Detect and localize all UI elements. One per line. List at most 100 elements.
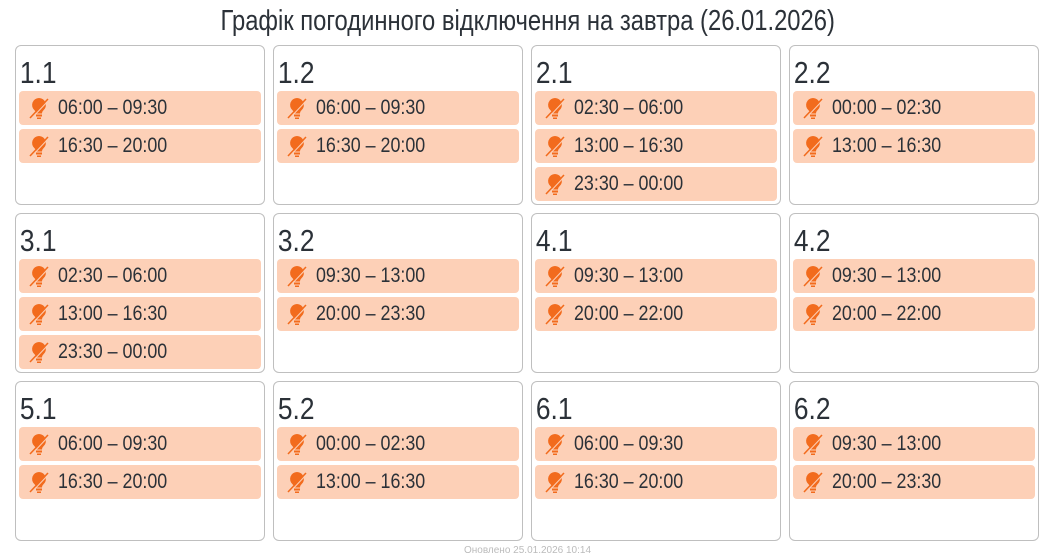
outage-slot: 20:00 – 22:00 [793,297,1035,331]
outage-slot: 23:30 – 00:00 [19,335,261,369]
bulb-off-icon [28,302,50,326]
outage-slot: 13:00 – 16:30 [535,129,777,163]
bulb-off-icon [544,172,566,196]
bulb-off-icon [286,134,308,158]
outage-time: 20:00 – 22:00 [574,302,684,325]
bulb-off-icon [802,302,824,326]
outage-time: 09:30 – 13:00 [574,264,684,287]
outage-slot: 23:30 – 00:00 [535,167,777,201]
group-number: 4.2 [793,223,831,258]
bulb-off-icon [286,302,308,326]
bulb-off-icon [802,134,824,158]
outage-time: 00:00 – 02:30 [316,432,426,455]
outage-time: 02:30 – 06:00 [574,96,684,119]
bulb-off-icon [286,432,308,456]
group-card: 5.1 06:00 – 09:30 16:30 – 20:00 [15,381,265,541]
outage-time: 06:00 – 09:30 [58,432,168,455]
bulb-off-icon [28,96,50,120]
group-number: 4.1 [535,223,573,258]
group-card: 5.2 00:00 – 02:30 13:00 – 16:30 [273,381,523,541]
bulb-off-icon [544,134,566,158]
outage-slot: 16:30 – 20:00 [19,465,261,499]
outage-time: 00:00 – 02:30 [832,96,942,119]
bulb-off-icon [544,470,566,494]
bulb-off-icon [286,470,308,494]
group-number: 1.2 [277,55,315,90]
group-number: 1.1 [19,55,57,90]
group-card: 1.1 06:00 – 09:30 16:30 – 20:00 [15,45,265,205]
bulb-off-icon [28,264,50,288]
group-card: 2.2 00:00 – 02:30 13:00 – 16:30 [789,45,1039,205]
outage-time: 20:00 – 22:00 [832,302,942,325]
bulb-off-icon [28,340,50,364]
group-number: 5.1 [19,391,57,426]
outage-slot: 06:00 – 09:30 [19,91,261,125]
outage-slot: 20:00 – 23:30 [793,465,1035,499]
outage-slot: 09:30 – 13:00 [793,427,1035,461]
bulb-off-icon [802,264,824,288]
outage-time: 09:30 – 13:00 [832,432,942,455]
bulb-off-icon [544,302,566,326]
group-number: 2.1 [535,55,573,90]
outage-slot: 13:00 – 16:30 [277,465,519,499]
bulb-off-icon [28,432,50,456]
outage-time: 02:30 – 06:00 [58,264,168,287]
group-card: 4.2 09:30 – 13:00 20:00 – 22:00 [789,213,1039,373]
group-number: 6.2 [793,391,831,426]
outage-time: 09:30 – 13:00 [832,264,942,287]
group-number: 5.2 [277,391,315,426]
outage-slot: 00:00 – 02:30 [793,91,1035,125]
group-card: 1.2 06:00 – 09:30 16:30 – 20:00 [273,45,523,205]
outage-time: 13:00 – 16:30 [58,302,168,325]
outage-time: 16:30 – 20:00 [58,470,168,493]
updated-timestamp: Оновлено 25.01.2026 10:14 [463,545,592,556]
group-card: 4.1 09:30 – 13:00 20:00 – 22:00 [531,213,781,373]
bulb-off-icon [802,96,824,120]
bulb-off-icon [544,264,566,288]
outage-slot: 16:30 – 20:00 [277,129,519,163]
group-card: 2.1 02:30 – 06:00 13:00 – 16:30 23:30 – 00:… [531,45,781,205]
page-title-text: Графік погодинного відключення на завтра… [220,5,835,37]
outage-slot: 09:30 – 13:00 [277,259,519,293]
outage-time: 23:30 – 00:00 [574,172,684,195]
outage-slot: 13:00 – 16:30 [793,129,1035,163]
group-number: 3.2 [277,223,315,258]
outage-slot: 06:00 – 09:30 [277,91,519,125]
group-number: 3.1 [19,223,57,258]
bulb-off-icon [28,134,50,158]
group-card: 3.1 02:30 – 06:00 13:00 – 16:30 23:30 – 00:… [15,213,265,373]
group-number: 6.1 [535,391,573,426]
outage-time: 13:00 – 16:30 [832,134,942,157]
outage-time: 16:30 – 20:00 [574,470,684,493]
group-number: 2.2 [793,55,831,90]
outage-slot: 20:00 – 22:00 [535,297,777,331]
group-card: 3.2 09:30 – 13:00 20:00 – 23:30 [273,213,523,373]
outage-time: 06:00 – 09:30 [316,96,426,119]
bulb-off-icon [802,470,824,494]
outage-slot: 13:00 – 16:30 [19,297,261,331]
outage-slot: 16:30 – 20:00 [535,465,777,499]
bulb-off-icon [28,470,50,494]
outage-slot: 09:30 – 13:00 [793,259,1035,293]
outage-time: 20:00 – 23:30 [832,470,942,493]
outage-time: 23:30 – 00:00 [58,340,168,363]
outage-slot: 20:00 – 23:30 [277,297,519,331]
outage-slot: 00:00 – 02:30 [277,427,519,461]
outage-slot: 02:30 – 06:00 [535,91,777,125]
page-title: Графік погодинного відключення на завтра… [0,2,1055,40]
outage-time: 06:00 – 09:30 [58,96,168,119]
group-card: 6.1 06:00 – 09:30 16:30 – 20:00 [531,381,781,541]
outage-slot: 16:30 – 20:00 [19,129,261,163]
bulb-off-icon [286,96,308,120]
outage-slot: 02:30 – 06:00 [19,259,261,293]
bulb-off-icon [544,432,566,456]
outage-time: 16:30 – 20:00 [58,134,168,157]
schedule-grid: 1.1 06:00 – 09:30 16:30 – 20:00 1.2 06:00 – … [15,45,1039,541]
bulb-off-icon [544,96,566,120]
outage-slot: 09:30 – 13:00 [535,259,777,293]
group-card: 6.2 09:30 – 13:00 20:00 – 23:30 [789,381,1039,541]
outage-slot: 06:00 – 09:30 [535,427,777,461]
outage-time: 06:00 – 09:30 [574,432,684,455]
outage-time: 20:00 – 23:30 [316,302,426,325]
bulb-off-icon [286,264,308,288]
